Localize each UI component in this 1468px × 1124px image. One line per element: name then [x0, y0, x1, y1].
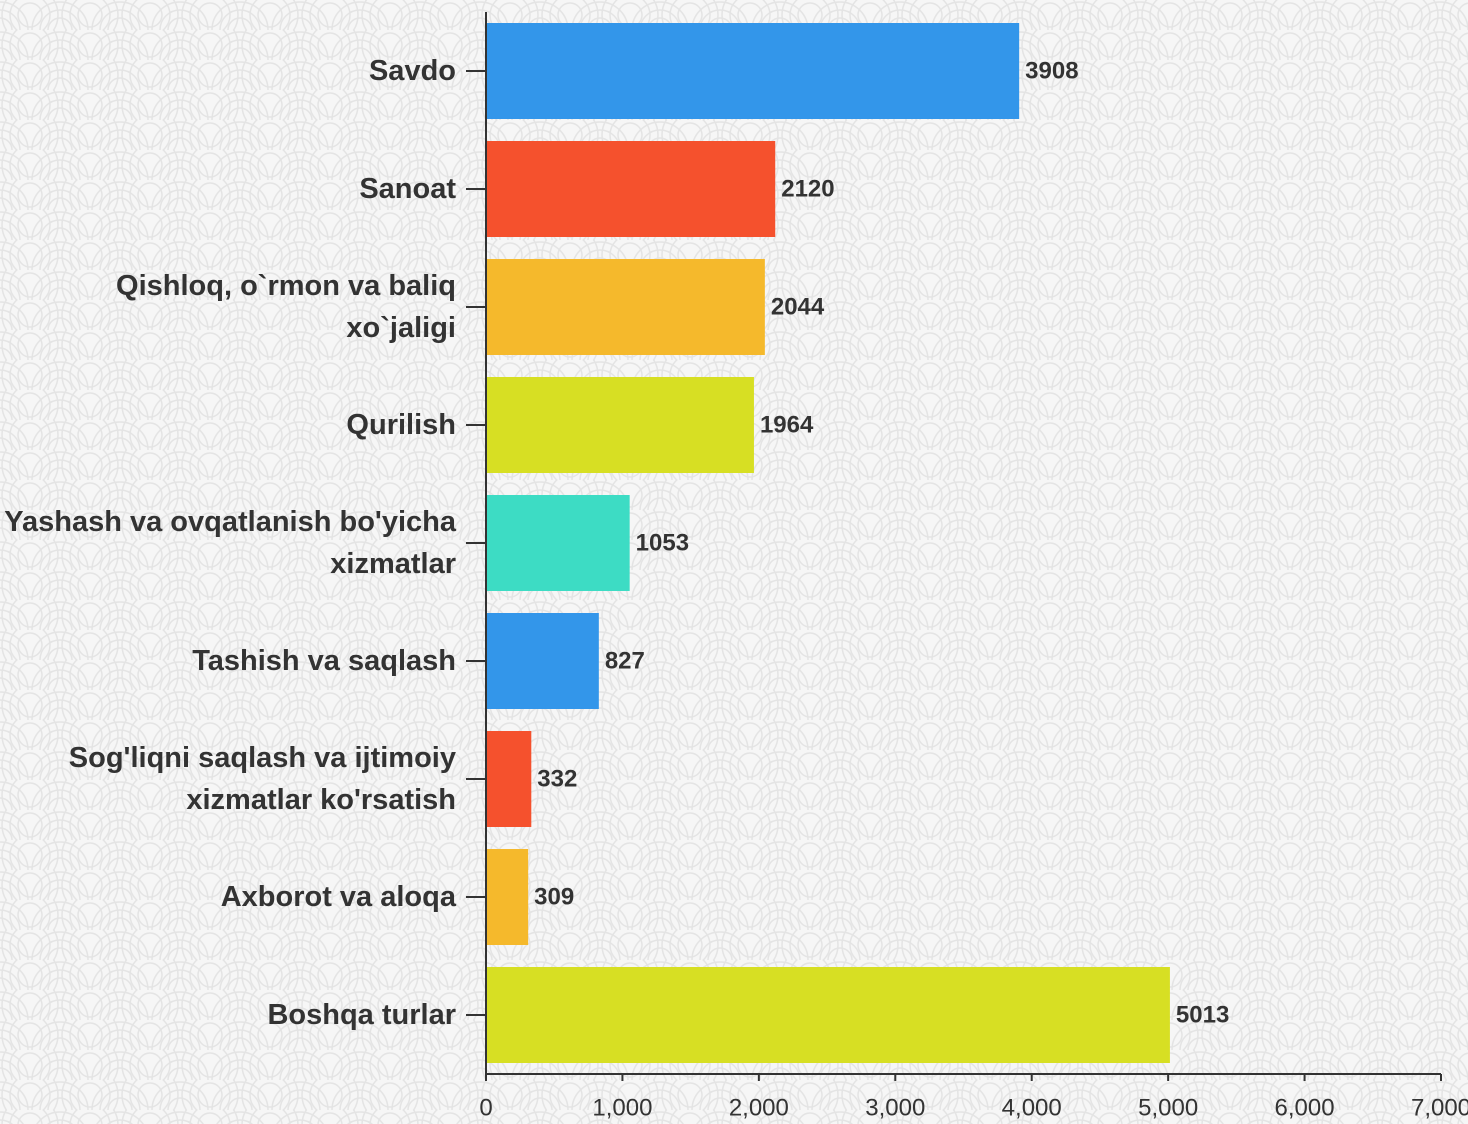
value-label: 1964 — [760, 411, 814, 438]
y-tick-label: Savdo — [368, 55, 456, 87]
y-tick-label: Sanoat — [359, 173, 456, 205]
bar — [486, 849, 529, 945]
value-label: 2044 — [771, 293, 825, 320]
bar — [486, 613, 599, 709]
value-label: 2120 — [781, 175, 834, 202]
x-tick-label: 7,000 — [1411, 1094, 1468, 1121]
x-tick-label: 6,000 — [1275, 1094, 1335, 1121]
y-tick-label: Tashish va saqlash — [192, 645, 456, 677]
value-label: 5013 — [1176, 1001, 1229, 1028]
x-tick-label: 3,000 — [865, 1094, 925, 1121]
bar — [486, 731, 532, 827]
value-label: 1053 — [636, 529, 689, 556]
x-tick-label: 1,000 — [592, 1094, 652, 1121]
bar — [486, 967, 1170, 1063]
y-tick-label: Qishloq, o`rmon va baliq xo`jaligi — [116, 270, 456, 344]
y-tick-label: Axborot va aloqa — [220, 881, 456, 913]
bar — [486, 495, 630, 591]
x-tick-label: 4,000 — [1002, 1094, 1062, 1121]
bar — [486, 23, 1020, 119]
x-tick-label: 5,000 — [1138, 1094, 1198, 1121]
x-tick-label: 0 — [479, 1094, 492, 1121]
y-tick-label: Yashash va ovqatlanish bo'yicha xizmatla… — [4, 506, 456, 580]
bar — [486, 141, 776, 237]
bar — [486, 259, 765, 355]
y-tick-label: Sog'liqni saqlash va ijtimoiy xizmatlar … — [68, 742, 456, 816]
y-tick-label: Qurilish — [346, 409, 456, 441]
x-tick-label: 2,000 — [729, 1094, 789, 1121]
value-label: 332 — [537, 765, 577, 792]
y-tick-label: Boshqa turlar — [267, 999, 456, 1031]
value-label: 3908 — [1025, 57, 1078, 84]
bar — [486, 377, 754, 473]
value-label: 827 — [605, 647, 645, 674]
value-label: 309 — [534, 883, 574, 910]
